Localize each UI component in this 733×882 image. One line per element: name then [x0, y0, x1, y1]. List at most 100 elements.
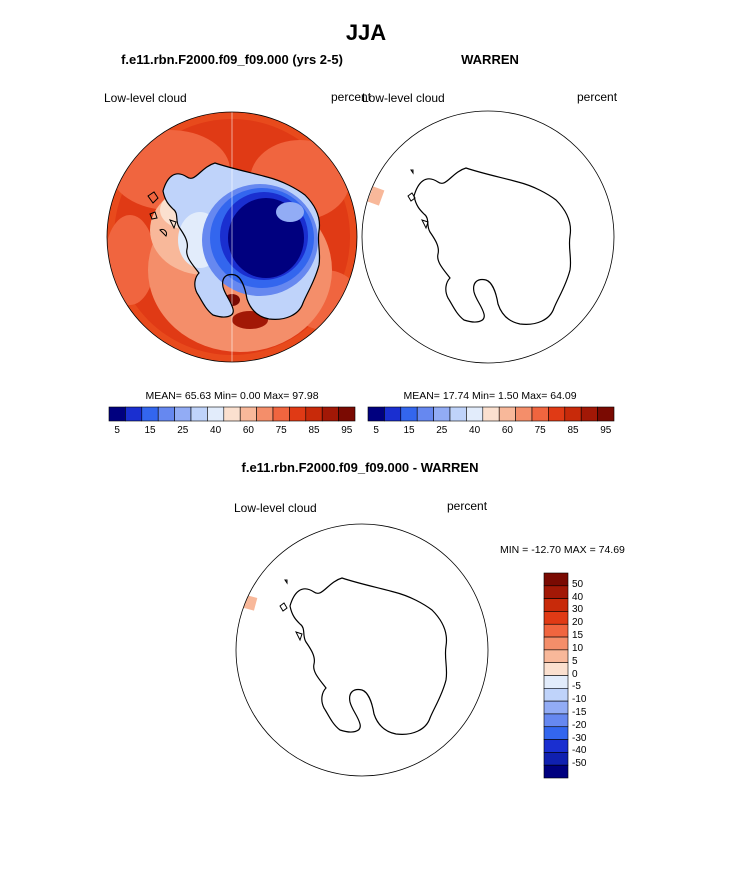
- colorbar-tick-label: 60: [501, 425, 513, 436]
- figure-title: JJA: [345, 20, 387, 45]
- colorbar-tick-label: 15: [144, 425, 156, 436]
- colorbar-swatch: [384, 406, 402, 422]
- colorbar-swatch: [515, 406, 533, 422]
- colorbar-tick-label: -10: [572, 694, 587, 706]
- panel3-colorbar: [543, 572, 569, 779]
- colorbar-swatch: [305, 406, 323, 422]
- colorbar-swatch: [433, 406, 451, 422]
- colorbar-swatch: [256, 406, 274, 422]
- panel2-units-label: percent: [577, 90, 618, 104]
- colorbar-tick-label: 15: [572, 630, 584, 642]
- colorbar-swatch: [321, 406, 339, 422]
- colorbar-tick-label: 95: [600, 425, 612, 436]
- colorbar-swatch: [543, 700, 569, 715]
- colorbar-tick-label: 40: [572, 591, 584, 603]
- colorbar-swatch: [239, 406, 257, 422]
- colorbar-tick-label: 5: [114, 425, 120, 436]
- colorbar-swatch: [207, 406, 225, 422]
- colorbar-tick-label: 85: [308, 425, 320, 436]
- colorbar-swatch: [531, 406, 549, 422]
- colorbar-tick-label: 0: [572, 668, 578, 680]
- colorbar-swatch: [543, 739, 569, 753]
- panel3-variable-label: Low-level cloud: [234, 501, 317, 515]
- panel2-case-title: WARREN: [461, 52, 519, 67]
- colorbar-tick-label: 15: [403, 425, 415, 436]
- colorbar-swatch: [125, 406, 143, 422]
- colorbar-swatch: [580, 406, 598, 422]
- colorbar-swatch: [272, 406, 290, 422]
- colorbar-swatch: [223, 406, 241, 422]
- colorbar-swatch: [543, 675, 569, 689]
- colorbar-tick-label: -20: [572, 719, 587, 731]
- panel3-units-label: percent: [447, 499, 488, 513]
- colorbar-tick-label: 5: [572, 655, 578, 667]
- colorbar-swatch: [543, 585, 569, 599]
- colorbar-swatch: [157, 406, 175, 422]
- colorbar-swatch: [498, 406, 516, 422]
- colorbar-swatch: [543, 764, 569, 779]
- colorbar-swatch: [543, 752, 569, 766]
- colorbar-swatch: [367, 406, 385, 422]
- colorbar-tick-label: 30: [572, 604, 584, 616]
- colorbar-swatch: [108, 406, 126, 422]
- panel3-case-title: f.e11.rbn.F2000.f09_f09.000 - WARREN: [241, 460, 479, 475]
- colorbar-swatch: [543, 572, 569, 587]
- colorbar-swatch: [190, 406, 208, 422]
- colorbar-tick-label: -50: [572, 758, 587, 770]
- colorbar-swatch: [289, 406, 307, 422]
- panel2-colorbar: [367, 406, 615, 422]
- colorbar-tick-label: 85: [567, 425, 579, 436]
- colorbar-tick-label: 25: [177, 425, 189, 436]
- colorbar-swatch: [548, 406, 566, 422]
- colorbar-tick-label: -40: [572, 745, 587, 757]
- panel1-cloud-field: [107, 112, 357, 362]
- colorbar-swatch: [416, 406, 434, 422]
- colorbar-swatch: [466, 406, 484, 422]
- colorbar-swatch: [400, 406, 418, 422]
- colorbar-swatch: [564, 406, 582, 422]
- colorbar-tick-label: -15: [572, 706, 587, 718]
- colorbar-swatch: [543, 649, 569, 663]
- panel2-stats: MEAN= 17.74 Min= 1.50 Max= 64.09: [403, 390, 577, 402]
- colorbar-tick-label: 25: [436, 425, 448, 436]
- colorbar-swatch: [543, 623, 569, 638]
- colorbar-swatch: [543, 636, 569, 651]
- panel1-variable-label: Low-level cloud: [104, 91, 187, 105]
- colorbar-tick-label: 95: [341, 425, 353, 436]
- panel1-polar-map: [106, 111, 358, 363]
- colorbar-tick-label: 60: [242, 425, 254, 436]
- colorbar-swatch: [597, 406, 615, 422]
- colorbar-swatch: [543, 713, 569, 728]
- panel1-units-label: percent: [331, 90, 372, 104]
- colorbar-swatch: [543, 726, 569, 740]
- colorbar-swatch: [543, 662, 569, 676]
- colorbar-tick-label: 40: [210, 425, 222, 436]
- colorbar-tick-label: 20: [572, 617, 584, 629]
- colorbar-swatch: [543, 611, 569, 625]
- colorbar-tick-label: 10: [572, 642, 584, 654]
- colorbar-tick-label: 75: [275, 425, 287, 436]
- colorbar-tick-label: -30: [572, 732, 587, 744]
- colorbar-tick-label: -5: [572, 681, 581, 693]
- colorbar-tick-label: 40: [469, 425, 481, 436]
- panel1-colorbar: [108, 406, 356, 422]
- colorbar-swatch: [543, 598, 569, 612]
- panel3-polar-map: [235, 523, 489, 777]
- colorbar-tick-label: 75: [534, 425, 546, 436]
- colorbar-swatch: [543, 688, 569, 702]
- panel2-data-patch: [367, 186, 385, 206]
- panel3-data-patch: [241, 594, 258, 611]
- panel3-stats: MIN = -12.70 MAX = 74.69: [500, 544, 625, 556]
- colorbar-tick-label: 50: [572, 578, 584, 590]
- colorbar-swatch: [141, 406, 159, 422]
- colorbar-tick-label: 5: [373, 425, 379, 436]
- panel1-case-title: f.e11.rbn.F2000.f09_f09.000 (yrs 2-5): [121, 52, 343, 67]
- colorbar-swatch: [482, 406, 500, 422]
- colorbar-swatch: [449, 406, 467, 422]
- colorbar-swatch: [338, 406, 356, 422]
- colorbar-swatch: [174, 406, 192, 422]
- panel2-polar-map: [361, 110, 615, 364]
- panel1-stats: MEAN= 65.63 Min= 0.00 Max= 97.98: [145, 390, 319, 402]
- panel2-variable-label: Low-level cloud: [362, 91, 445, 105]
